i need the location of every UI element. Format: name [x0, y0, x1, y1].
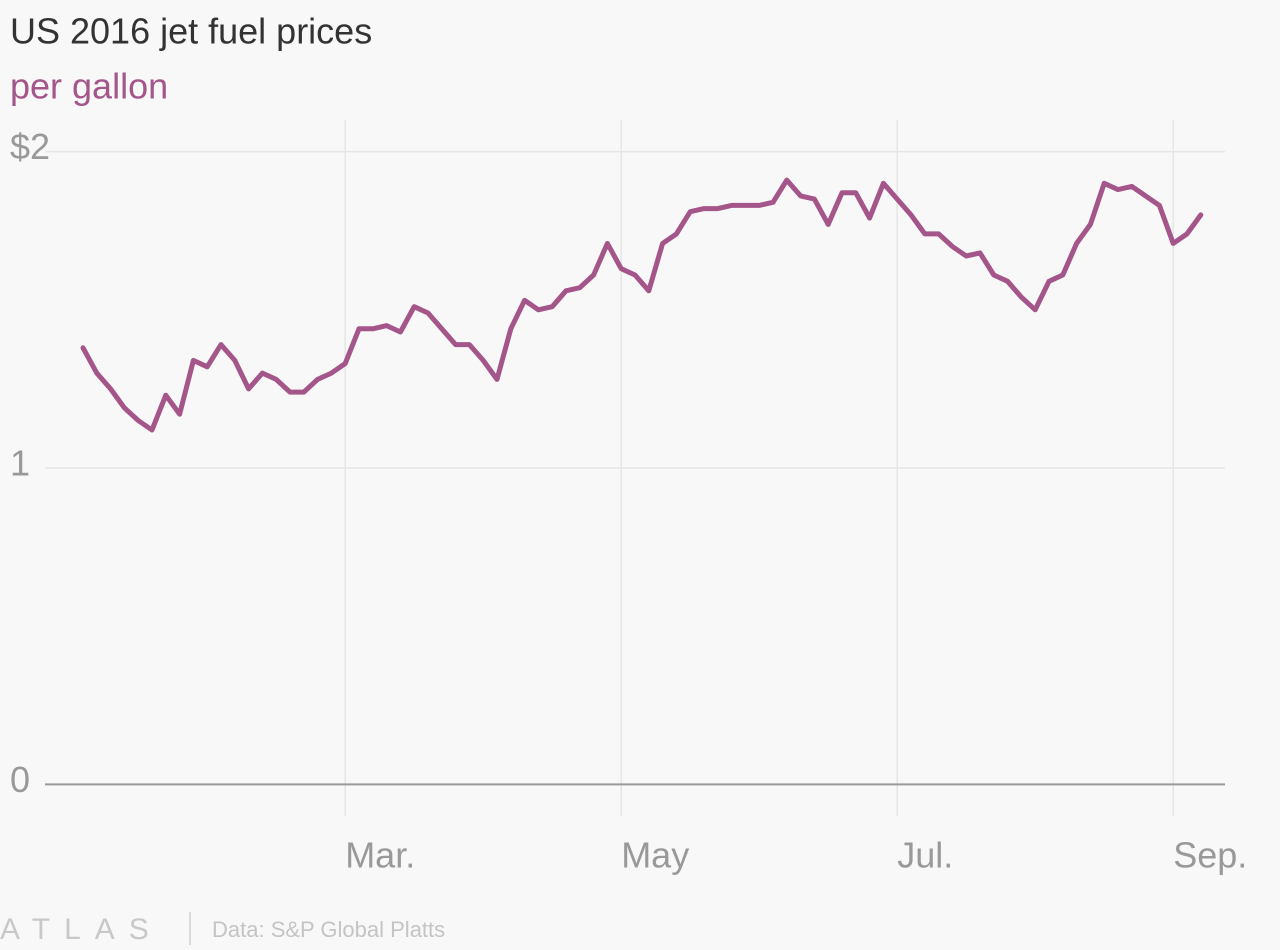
brand-logo: ATLAS: [0, 913, 163, 946]
y-tick-label: $2: [10, 126, 50, 167]
source-note: Data: S&P Global Platts: [212, 917, 445, 942]
x-tick-label: Sep.: [1173, 835, 1247, 876]
y-tick-label: 1: [10, 443, 30, 484]
x-tick-label: Jul.: [897, 835, 953, 876]
chart-title: US 2016 jet fuel prices: [10, 11, 372, 52]
x-tick-label: Mar.: [345, 835, 415, 876]
x-tick-label: May: [621, 835, 689, 876]
y-tick-label: 0: [10, 759, 30, 800]
price-line: [80, 177, 1204, 433]
chart-subtitle: per gallon: [10, 66, 168, 107]
